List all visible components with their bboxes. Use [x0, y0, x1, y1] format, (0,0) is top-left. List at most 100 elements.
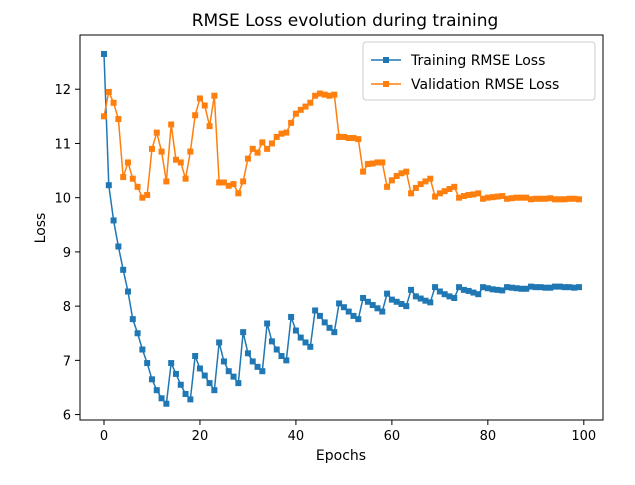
series-0-point-9 [144, 360, 151, 367]
series-0-point-35 [268, 338, 275, 345]
series-0-point-84 [504, 284, 511, 291]
legend-label-1: Validation RMSE Loss [411, 77, 559, 93]
series-1-point-39 [288, 119, 295, 126]
series-0-point-59 [384, 290, 391, 297]
series-1-point-66 [417, 181, 424, 188]
series-0-point-79 [480, 284, 487, 291]
series-1-point-53 [355, 136, 362, 143]
series-1-point-33 [259, 139, 266, 146]
chart-title: RMSE Loss evolution during training [192, 11, 499, 31]
series-1-point-43 [307, 99, 314, 106]
series-0-point-46 [321, 319, 328, 326]
series-0-point-54 [360, 294, 367, 301]
series-0-point-95 [556, 283, 563, 290]
x-tick-label-4: 80 [480, 429, 497, 444]
series-1-point-51 [345, 135, 352, 142]
y-tick-label-1: 7 [63, 354, 71, 369]
series-0-point-90 [532, 284, 539, 291]
series-1-point-2 [110, 99, 117, 106]
y-tick-label-5: 11 [54, 137, 71, 152]
legend-marker-0 [383, 57, 389, 63]
series-1-point-25 [220, 179, 227, 186]
series-1-point-13 [163, 178, 170, 185]
series-1-point-71 [441, 188, 448, 195]
series-0-point-57 [374, 305, 381, 312]
series-0-point-97 [566, 284, 573, 291]
series-1-point-82 [494, 193, 501, 200]
series-0-point-62 [398, 300, 405, 307]
series-0-point-20 [196, 365, 203, 372]
series-1-point-23 [211, 92, 218, 99]
series-0-point-21 [201, 372, 208, 379]
series-0-point-86 [513, 285, 520, 292]
series-1-point-44 [312, 92, 319, 99]
series-1-point-18 [187, 148, 194, 155]
series-1-point-38 [283, 129, 290, 136]
series-0-point-16 [177, 381, 184, 388]
y-tick-label-6: 12 [54, 83, 71, 98]
series-0-point-68 [427, 299, 434, 306]
series-1-point-37 [278, 130, 285, 137]
series-1-point-74 [456, 194, 463, 201]
x-tick-label-5: 100 [571, 429, 596, 444]
series-0-point-71 [441, 291, 448, 298]
series-1-point-99 [576, 196, 583, 203]
series-line-1 [103, 89, 580, 201]
series-1-point-55 [364, 161, 371, 168]
series-0-point-77 [470, 289, 477, 296]
series-1-point-45 [316, 90, 323, 97]
series-0-point-4 [120, 266, 127, 273]
series-1-point-19 [192, 112, 199, 119]
series-1-point-60 [388, 177, 395, 184]
series-1-point-21 [201, 102, 208, 109]
series-0-point-65 [412, 293, 419, 300]
series-1-point-8 [139, 194, 146, 201]
series-0-point-24 [216, 339, 223, 346]
y-tick-label-4: 10 [54, 192, 71, 207]
series-0-point-2 [110, 217, 117, 224]
x-tick-label-3: 60 [384, 429, 401, 444]
series-0-point-61 [393, 298, 400, 305]
series-1-point-10 [148, 145, 155, 152]
series-0-point-41 [297, 334, 304, 341]
series-1-point-86 [513, 194, 520, 201]
series-0-point-5 [124, 288, 131, 295]
series-0-point-38 [283, 357, 290, 364]
series-0-point-74 [456, 284, 463, 291]
series-1-point-59 [384, 183, 391, 190]
x-axis: 0 20 40 60 80 100 [100, 420, 596, 444]
series-1-point-46 [321, 91, 328, 98]
y-axis: 6 7 8 9 10 11 12 [54, 83, 80, 424]
series-1-point-97 [566, 195, 573, 202]
x-tick-label-1: 20 [192, 429, 209, 444]
series-1-point-80 [484, 194, 491, 201]
series-1-point-84 [504, 195, 511, 202]
series-0-point-70 [436, 288, 443, 295]
series-1-point-77 [470, 191, 477, 198]
series-1-point-3 [115, 116, 122, 123]
series-1-point-54 [360, 168, 367, 175]
series-1-point-28 [235, 190, 242, 197]
series-0-point-7 [134, 330, 141, 337]
x-tick-label-0: 0 [100, 429, 108, 444]
series-0-point-82 [494, 286, 501, 293]
series-0-point-89 [528, 283, 535, 290]
series-1-point-11 [153, 129, 160, 136]
series-1-point-31 [249, 145, 256, 152]
series-0-point-72 [446, 293, 453, 300]
legend-marker-1 [383, 81, 389, 87]
series-0-point-88 [523, 285, 530, 292]
series-1-point-93 [547, 195, 554, 202]
series-0-point-10 [148, 376, 155, 383]
series-1-point-30 [244, 155, 251, 162]
series-1-point-17 [182, 175, 189, 182]
series-1-point-89 [528, 196, 535, 203]
series-0-point-31 [249, 358, 256, 365]
series-0-point-37 [278, 353, 285, 360]
series-0-point-50 [340, 304, 347, 311]
series-1-point-95 [556, 196, 563, 203]
series-line-0 [103, 53, 580, 406]
series-1-point-67 [422, 178, 429, 185]
series-0-point-42 [302, 339, 309, 346]
series-0-point-0 [100, 50, 107, 57]
